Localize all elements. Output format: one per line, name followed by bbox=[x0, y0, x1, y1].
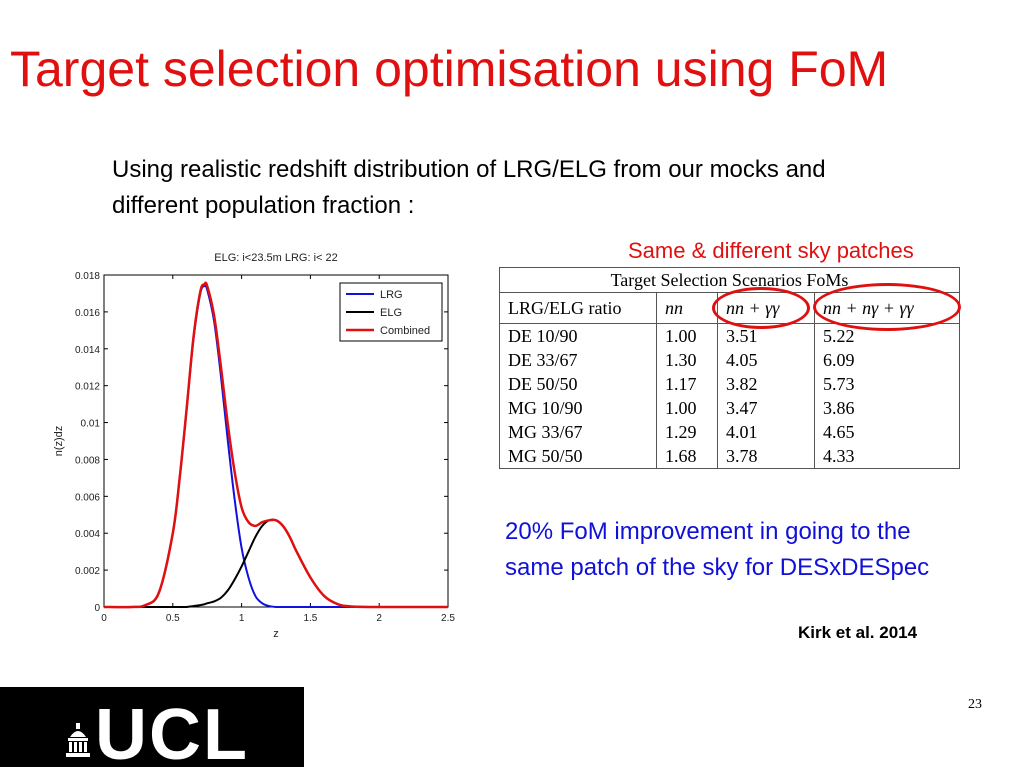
reference-citation: Kirk et al. 2014 bbox=[798, 623, 918, 642]
y-tick-label: 0.012 bbox=[75, 382, 100, 393]
page-number: 23 bbox=[968, 697, 982, 712]
table-cell: 5.22 bbox=[823, 325, 855, 346]
chart-legend: LRG ELG Combined bbox=[339, 282, 443, 342]
table-cell: 1.30 bbox=[656, 348, 718, 372]
redshift-distribution-chart: ELG: i<23.5m LRG: i< 22 0 0.002 0.004 0.006… bbox=[53, 252, 455, 640]
y-tick-label: 0.008 bbox=[75, 455, 100, 466]
slide-title: Target selection optimisation using FoM bbox=[10, 41, 889, 97]
table-cell: 4.01 bbox=[717, 420, 815, 444]
table-cell: 1.00 bbox=[656, 396, 718, 420]
x-tick-label: 2.5 bbox=[441, 613, 455, 624]
table-cell: 3.47 bbox=[717, 396, 815, 420]
table-row: DE 10/90 1.00 3.51 5.22 bbox=[499, 323, 960, 348]
header-nn: nn bbox=[656, 292, 718, 324]
chart-title: ELG: i<23.5m LRG: i< 22 bbox=[214, 252, 338, 264]
y-tick-label: 0.016 bbox=[75, 308, 100, 319]
y-tick-label: 0.014 bbox=[75, 345, 100, 356]
intro-text: Using realistic redshift distribution of… bbox=[112, 156, 826, 219]
x-tick-label: 1.5 bbox=[303, 613, 317, 624]
table-cell: 4.33 bbox=[823, 445, 855, 466]
ucl-logo: UCL bbox=[0, 687, 304, 775]
table-cell: 4.65 bbox=[823, 421, 855, 442]
table-cell: 3.82 bbox=[717, 372, 815, 396]
header-ratio: LRG/ELG ratio bbox=[499, 292, 657, 324]
table-cell: 4.05 bbox=[717, 348, 815, 372]
y-tick-label: 0.01 bbox=[81, 419, 101, 430]
y-axis-label: n(z)dz bbox=[53, 426, 65, 457]
legend-label-combined: Combined bbox=[380, 325, 430, 337]
table-cell: MG 10/90 bbox=[499, 396, 657, 420]
table-cell: 6.09 bbox=[823, 349, 855, 370]
legend-label-lrg: LRG bbox=[380, 289, 403, 301]
table-row: MG 50/50 1.68 3.78 4.33 bbox=[499, 444, 960, 469]
table-cell: 1.29 bbox=[656, 420, 718, 444]
x-tick-label: 0 bbox=[101, 613, 107, 624]
highlight-ring-same-patch bbox=[712, 287, 810, 329]
x-tick-label: 1 bbox=[239, 613, 245, 624]
y-tick-label: 0.002 bbox=[75, 566, 100, 577]
table-cell: 1.68 bbox=[656, 444, 718, 469]
portico-dome-icon bbox=[66, 723, 90, 757]
sky-patches-note: Same & different sky patches bbox=[628, 238, 914, 263]
x-tick-label: 0.5 bbox=[166, 613, 180, 624]
table-row: DE 50/50 1.17 3.82 5.73 bbox=[499, 372, 960, 396]
table-cell: 1.17 bbox=[656, 372, 718, 396]
table-cell: DE 10/90 bbox=[499, 323, 657, 348]
table-cell: MG 50/50 bbox=[499, 444, 657, 469]
table-row: MG 10/90 1.00 3.47 3.86 bbox=[499, 396, 960, 420]
table-row: MG 33/67 1.29 4.01 4.65 bbox=[499, 420, 960, 444]
legend-label-elg: ELG bbox=[380, 307, 402, 319]
x-tick-label: 2 bbox=[376, 613, 382, 624]
table-cell: DE 50/50 bbox=[499, 372, 657, 396]
y-tick-label: 0.006 bbox=[75, 492, 100, 503]
ucl-wordmark: UCL bbox=[95, 695, 249, 775]
table-cell: DE 33/67 bbox=[499, 348, 657, 372]
table-cell: 1.00 bbox=[656, 323, 718, 348]
table-cell: 3.86 bbox=[823, 397, 855, 418]
table-cell: MG 33/67 bbox=[499, 420, 657, 444]
table-row: DE 33/67 1.30 4.05 6.09 bbox=[499, 348, 960, 372]
improvement-note: 20% FoM improvement in going to the same… bbox=[505, 518, 930, 581]
table-cell: 5.73 bbox=[823, 373, 855, 394]
x-axis-label: z bbox=[273, 628, 279, 640]
y-tick-label: 0.004 bbox=[75, 529, 100, 540]
table-cell: 3.78 bbox=[717, 444, 815, 469]
series-line-combined bbox=[103, 281, 449, 609]
y-tick-label: 0 bbox=[94, 603, 100, 614]
highlight-ring-different-patch bbox=[813, 283, 961, 331]
y-tick-label: 0.018 bbox=[75, 271, 100, 282]
